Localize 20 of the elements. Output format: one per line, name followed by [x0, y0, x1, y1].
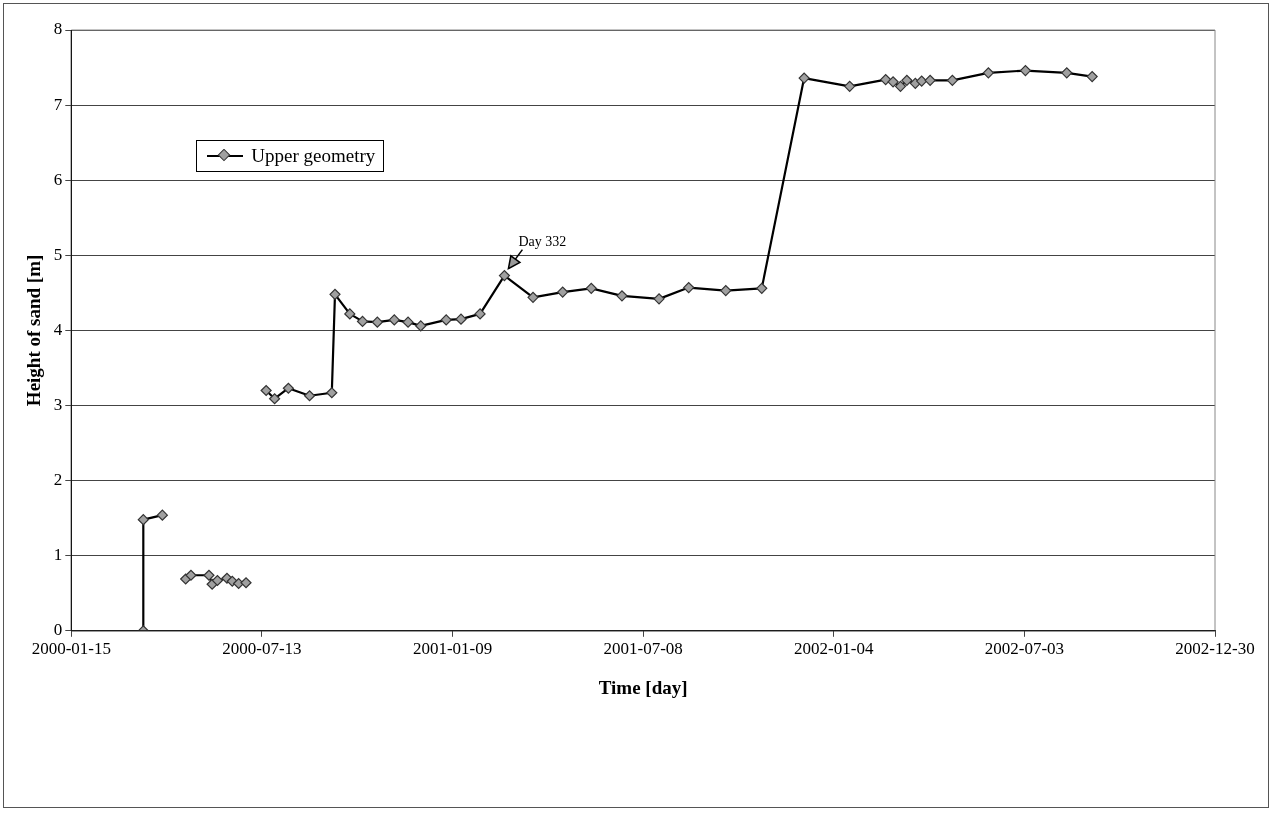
x-tick-label: 2002-01-04 [794, 639, 874, 659]
x-tick-label: 2000-07-13 [222, 639, 302, 659]
y-tick-label: 8 [53, 19, 63, 39]
x-tick-label: 2001-01-09 [412, 639, 493, 659]
y-tick-label: 7 [53, 94, 63, 114]
y-tick-label: 5 [53, 244, 63, 264]
y-tick-label: 4 [53, 319, 63, 339]
annotation: Day 332 [518, 234, 567, 250]
x-tick-label: 2001-07-08 [603, 639, 683, 659]
x-axis-title: Time [day] [598, 676, 688, 698]
x-tick-label: 2000-01-15 [31, 639, 111, 659]
y-tick-label: 0 [53, 620, 63, 640]
y-tick-label: 1 [53, 545, 63, 565]
y-tick-label: 6 [53, 169, 63, 189]
x-tick-label: 2002-07-03 [984, 639, 1065, 659]
legend-label: Upper geometry [251, 145, 376, 167]
y-tick-label: 2 [53, 470, 63, 490]
y-axis-title: Height of sand [m] [23, 254, 45, 407]
x-tick-label: 2002-12-30 [1175, 639, 1255, 659]
y-tick-label: 3 [53, 394, 63, 414]
